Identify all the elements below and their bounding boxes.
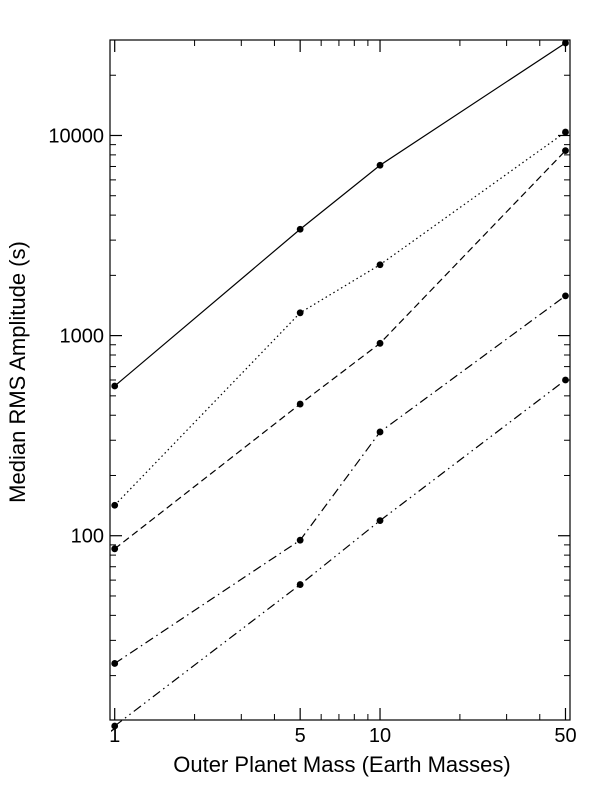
major-ticks [110, 40, 570, 720]
series-line-4 [114, 295, 566, 664]
data-point-series-3 [296, 400, 304, 408]
series-line-2 [114, 131, 566, 506]
plot-frame [109, 39, 571, 721]
series-lines [114, 42, 566, 727]
data-point-series-5 [111, 722, 119, 730]
x-tick-label: 1 [109, 725, 120, 747]
data-point-series-1 [111, 382, 119, 390]
y-tick-label: 100 [71, 526, 104, 548]
series-points [111, 39, 569, 730]
data-point-series-1 [562, 39, 569, 47]
y-tick-label: 1000 [60, 326, 105, 348]
data-point-series-3 [111, 545, 119, 553]
data-point-series-2 [376, 261, 384, 269]
y-axis-label: Median RMS Amplitude (s) [5, 241, 30, 503]
data-point-series-2 [296, 309, 304, 317]
data-point-series-4 [111, 660, 119, 667]
data-point-series-3 [376, 339, 384, 347]
data-point-series-4 [376, 428, 384, 436]
data-point-series-2 [562, 128, 569, 136]
x-tick-label: 10 [369, 725, 391, 747]
series-line-1 [114, 42, 566, 387]
data-point-series-5 [296, 581, 304, 588]
data-point-series-2 [111, 501, 119, 509]
data-point-series-1 [296, 225, 304, 233]
minor-ticks [110, 40, 570, 720]
data-point-series-3 [562, 147, 569, 155]
x-tick-label: 50 [554, 725, 576, 747]
x-axis-label: Outer Planet Mass (Earth Masses) [173, 752, 510, 777]
x-tick-label: 5 [295, 725, 306, 747]
data-point-series-5 [562, 376, 569, 384]
series-line-3 [114, 150, 566, 550]
tick-labels: 100 1000 10000 1 5 10 50 [48, 125, 576, 747]
data-point-series-4 [562, 292, 569, 300]
data-point-series-5 [376, 517, 384, 525]
y-tick-label: 10000 [48, 125, 104, 147]
data-point-series-1 [376, 161, 384, 169]
data-point-series-4 [296, 536, 304, 544]
series-line-5 [114, 379, 566, 727]
